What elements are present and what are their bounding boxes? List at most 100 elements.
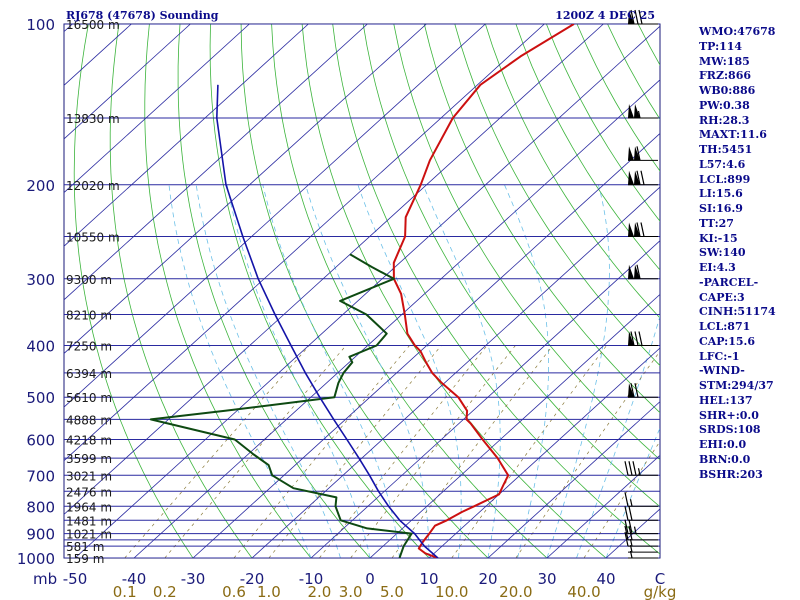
isotherm bbox=[64, 24, 309, 247]
index-item: RH:28.3 bbox=[699, 113, 750, 127]
height-label: 12020 m bbox=[66, 179, 120, 193]
wind-barb-pennant bbox=[628, 146, 634, 161]
index-item: -WIND- bbox=[699, 364, 745, 378]
wind-barb-full bbox=[634, 331, 639, 346]
index-item: EHI:0.0 bbox=[699, 438, 747, 451]
height-label: 3021 m bbox=[66, 469, 112, 483]
temperature-tick-label: 30 bbox=[537, 570, 556, 588]
wind-barb-full bbox=[636, 170, 641, 185]
height-label: 1021 m bbox=[66, 528, 112, 542]
wind-barb-full bbox=[640, 222, 645, 237]
index-item: SI:16.9 bbox=[699, 202, 743, 215]
temperature-trace bbox=[392, 24, 575, 558]
temperature-tick-label: 0 bbox=[365, 570, 375, 588]
height-label: 3599 m bbox=[66, 452, 112, 466]
wind-barb bbox=[628, 104, 658, 119]
height-label: 581 m bbox=[66, 540, 104, 554]
temperature-unit-label: C bbox=[655, 570, 665, 588]
wind-barb-pennant bbox=[628, 10, 634, 24]
pressure-tick-label: 900 bbox=[26, 526, 55, 544]
pressure-tick-label: 700 bbox=[26, 467, 55, 485]
index-item: L57:4.6 bbox=[699, 157, 746, 171]
height-label: 6394 m bbox=[66, 367, 112, 381]
wind-barb bbox=[628, 9, 658, 25]
wind-barb-pennant bbox=[628, 331, 634, 346]
index-item: WB0:886 bbox=[699, 84, 756, 97]
isotherm bbox=[487, 401, 660, 558]
mixing-ratio-label: 3.0 bbox=[339, 583, 363, 600]
wind-barb-full bbox=[624, 531, 629, 547]
isotherm bbox=[546, 454, 660, 558]
wind-barb-pennant bbox=[634, 170, 640, 185]
mixing-ratio-label: 0.2 bbox=[153, 583, 177, 600]
wind-barb-half bbox=[637, 468, 641, 476]
index-item: FRZ:866 bbox=[699, 69, 752, 83]
wind-barb-full bbox=[632, 461, 637, 476]
wind-barb-pennant bbox=[628, 383, 634, 398]
isotherm bbox=[74, 25, 660, 558]
wind-barb-full bbox=[638, 9, 643, 25]
isotherm bbox=[64, 24, 545, 462]
index-item: CAPE:3 bbox=[699, 290, 745, 304]
pressure-tick-label: 1000 bbox=[17, 550, 55, 568]
wind-barb-full bbox=[636, 264, 641, 279]
index-item: SHR+:0.0 bbox=[699, 408, 759, 422]
wind-barb-full bbox=[628, 461, 633, 476]
wind-barb-pennant bbox=[634, 264, 640, 279]
wind-barb-pennant bbox=[628, 104, 634, 119]
wind-barb-pennant bbox=[634, 104, 640, 119]
wind-barb-full bbox=[636, 146, 641, 161]
index-item: TT:27 bbox=[699, 216, 734, 230]
wind-barb-full bbox=[624, 492, 629, 507]
isotherm bbox=[64, 24, 368, 301]
isotherm bbox=[192, 132, 660, 558]
temperature-tick-label: 10 bbox=[419, 570, 438, 588]
temperature-tick-label: 40 bbox=[596, 570, 615, 588]
wind-barb-full bbox=[634, 383, 639, 398]
sounding-traces bbox=[149, 24, 575, 558]
index-item: EI:4.3 bbox=[699, 261, 736, 274]
moist-adiabat bbox=[262, 184, 400, 558]
isotherm bbox=[310, 240, 660, 558]
mixing-ratio-label: 0.6 bbox=[222, 583, 246, 600]
index-item: LI:15.6 bbox=[699, 187, 743, 201]
moist-adiabat bbox=[546, 184, 610, 558]
index-item: KI:-15 bbox=[699, 231, 738, 245]
index-item: BRN:0.0 bbox=[699, 452, 751, 466]
pressure-tick-label: 600 bbox=[26, 432, 55, 450]
index-item: -PARCEL- bbox=[699, 275, 759, 289]
wind-barb-full bbox=[628, 525, 633, 541]
pressure-tick-label: 500 bbox=[26, 389, 55, 407]
mixing-ratio-label: 1.0 bbox=[257, 583, 281, 600]
wind-barb-full bbox=[628, 519, 633, 534]
height-label: 7250 m bbox=[66, 340, 112, 354]
index-item: HEL:137 bbox=[699, 393, 753, 407]
background-grid bbox=[64, 24, 660, 558]
wind-barb-pennant bbox=[628, 264, 634, 279]
isotherm bbox=[64, 24, 486, 408]
index-item: PW:0.38 bbox=[699, 98, 750, 112]
height-label: 10550 m bbox=[66, 230, 120, 244]
pressure-tick-label: 100 bbox=[26, 16, 55, 34]
temperature-tick-label: -20 bbox=[240, 570, 265, 588]
pressure-tick-label: 800 bbox=[26, 498, 55, 516]
wind-barb bbox=[628, 146, 658, 161]
isotherm bbox=[64, 24, 250, 194]
wind-barbs bbox=[624, 9, 658, 559]
mixing-ratio-label: 2.0 bbox=[307, 583, 331, 600]
mixing-ratio-label: 5.0 bbox=[380, 583, 404, 600]
pressure-tick-label: 400 bbox=[26, 338, 55, 356]
height-label: 159 m bbox=[66, 552, 104, 566]
dewpoint-trace bbox=[149, 253, 413, 558]
wind-barb bbox=[624, 525, 658, 541]
temperature-tick-label: -40 bbox=[122, 570, 147, 588]
isotherm bbox=[64, 24, 427, 354]
height-label: 1964 m bbox=[66, 500, 112, 514]
isotherm bbox=[64, 24, 604, 515]
height-label: 1481 m bbox=[66, 514, 112, 528]
mixing-ratio-label: 20.0 bbox=[499, 583, 532, 600]
temperature-tick-label: 20 bbox=[478, 570, 497, 588]
index-item: SW:140 bbox=[699, 246, 746, 260]
height-label: 9300 m bbox=[66, 273, 112, 287]
